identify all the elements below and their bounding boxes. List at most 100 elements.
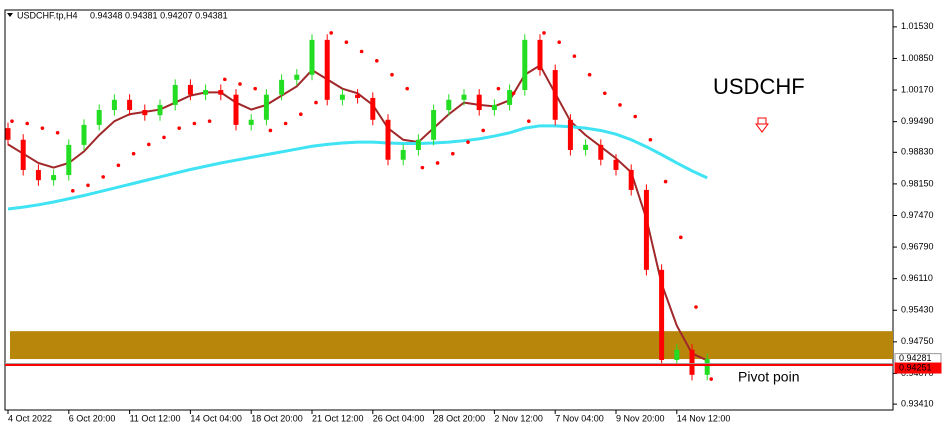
sar-dot (420, 165, 425, 170)
chart-subtitle: 0.94348 0.94381 0.94207 0.94381 (90, 10, 228, 20)
sar-dot (618, 103, 622, 107)
candle-body (552, 70, 558, 120)
y-tick-label: 0.95430 (901, 305, 934, 315)
symbol-annotation: USDCHF (713, 74, 805, 99)
x-tick-label: 6 Oct 20:00 (69, 413, 116, 423)
x-tick-label: 21 Oct 12:00 (312, 413, 364, 423)
x-tick-label: 11 Oct 12:00 (130, 413, 181, 423)
price-label: 0.94251 (899, 362, 932, 372)
sar-dot (435, 161, 440, 165)
x-tick-label: 18 Oct 20:00 (251, 413, 303, 423)
candle-body (263, 94, 269, 120)
candle-body (476, 94, 482, 111)
candle-body (355, 94, 361, 98)
x-tick-label: 2 Nov 12:00 (494, 413, 543, 423)
sar-dot (375, 58, 379, 63)
sar-dot (496, 86, 501, 91)
y-tick-label: 1.00170 (901, 84, 934, 94)
sar-dot (299, 112, 303, 117)
sar-dot (329, 31, 334, 35)
sar-dot (268, 128, 273, 133)
candle-body (248, 119, 254, 125)
sar-dot (603, 91, 607, 96)
candle-body (659, 269, 665, 360)
candle-body (157, 104, 163, 116)
sar-dot (223, 77, 227, 82)
sar-dot (101, 175, 105, 179)
candle-body (187, 84, 193, 95)
candle-body (583, 144, 589, 150)
candle-body (339, 94, 345, 100)
candle-body (415, 139, 421, 150)
sar-dot (527, 119, 531, 123)
candle-body (522, 39, 528, 91)
moving-average (7, 124, 708, 211)
candle-body (96, 110, 102, 125)
pivot-zone (10, 331, 893, 360)
y-tick-label: 1.01530 (901, 21, 934, 31)
candle-body (203, 90, 209, 95)
sar-dot (238, 82, 242, 86)
candle-body (279, 79, 285, 95)
candle-body (218, 90, 224, 95)
candle-body (628, 169, 634, 190)
sar-dot (633, 114, 637, 119)
x-tick-label: 9 Nov 20:00 (616, 413, 665, 423)
sar-dot (390, 72, 394, 77)
plot-frame (4, 9, 894, 411)
sar-dot (55, 130, 60, 135)
sar-dot (86, 183, 90, 188)
sar-dot (147, 142, 151, 147)
sar-dot (709, 377, 713, 381)
sar-dot (344, 40, 349, 44)
sar-dot (314, 100, 318, 105)
sar-dot (511, 91, 516, 96)
candle-body (491, 104, 497, 111)
sar-dot (663, 179, 668, 184)
y-tick-label: 0.99490 (901, 116, 934, 126)
candle-body (5, 128, 11, 140)
candle-body (704, 359, 710, 375)
candle-body (172, 84, 178, 105)
candle-body (127, 99, 133, 111)
price-label: 0.94281 (899, 353, 932, 363)
candle-body (35, 169, 41, 181)
candle-body (567, 119, 573, 150)
chart-title: USDCHF.tp,H4 (17, 10, 78, 20)
x-tick-label: 14 Oct 04:00 (190, 413, 242, 423)
candle-body (461, 94, 467, 100)
candle-body (20, 139, 26, 170)
pivot-annotation: Pivot poin (738, 369, 799, 385)
sar-dot (359, 49, 364, 54)
sar-dot (207, 119, 212, 123)
candle-body (613, 159, 619, 170)
candle-body (233, 94, 239, 125)
x-tick-label: 14 Nov 12:00 (677, 413, 731, 423)
candle-body (643, 189, 649, 270)
sar-dot (116, 163, 121, 168)
candle-body (370, 97, 376, 120)
candle-body (689, 349, 695, 375)
y-tick-label: 0.98830 (901, 147, 934, 157)
candle-body (66, 144, 72, 176)
candle-body (537, 39, 543, 71)
header-arrow (7, 13, 13, 17)
y-tick-label: 0.97470 (901, 210, 934, 220)
y-tick-label: 1.00850 (901, 53, 934, 63)
candle-body (324, 39, 330, 100)
x-tick-label: 4 Oct 2022 (8, 413, 52, 423)
plot (5, 31, 893, 381)
candle-body (446, 99, 452, 111)
candle-body (81, 124, 87, 145)
sar-dot (71, 189, 75, 193)
sar-dot (177, 126, 181, 130)
sar-dot (481, 128, 486, 133)
y-tick-label: 0.93410 (901, 398, 934, 408)
sar-dot (542, 31, 546, 35)
x-tick-label: 28 Oct 20:00 (434, 413, 486, 423)
y-tick-label: 0.98150 (901, 178, 934, 188)
candle-body (51, 175, 57, 181)
candle-body (111, 99, 117, 111)
